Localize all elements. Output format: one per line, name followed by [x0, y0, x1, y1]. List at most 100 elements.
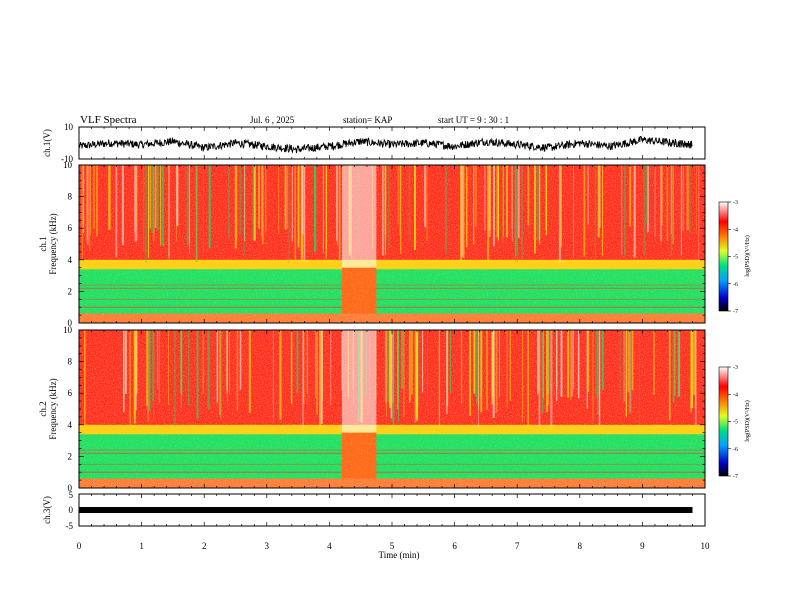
spectrum-streak	[162, 165, 164, 246]
spectrum-yellow-speckle	[79, 330, 705, 428]
spectrum-streak	[424, 165, 426, 228]
spectrum-streak	[672, 165, 674, 244]
spectrum-streak	[586, 330, 588, 409]
spectrum-streak	[528, 165, 530, 235]
spectrum-streak	[466, 165, 468, 248]
spectrum-streak	[502, 165, 505, 242]
spectrum-streak	[560, 330, 563, 397]
spectrum-streak	[690, 330, 692, 413]
spectrum-streak	[336, 165, 338, 241]
spectrum-streak	[136, 165, 138, 242]
spectrum-streak	[545, 165, 547, 231]
spectrum-streak	[527, 165, 530, 226]
spectrum-streak	[602, 165, 603, 256]
frequency-tick-label: 10	[63, 325, 73, 335]
spectrum-streak	[682, 165, 684, 232]
spectrum-streak	[506, 165, 508, 238]
spectrum-streak	[548, 330, 550, 395]
spectrum-streak	[219, 330, 221, 416]
ch2-colorbar-ticks: -3 -4 -5 -6 -7	[728, 365, 738, 480]
spectrum-streak	[315, 330, 316, 398]
spectrum-streak	[587, 165, 589, 224]
spectrum-streak	[511, 165, 513, 229]
spectrum-streak	[567, 330, 570, 398]
spectrum-streak	[341, 330, 343, 391]
spectrum-streak	[445, 165, 447, 254]
spectrum-gap-upper	[341, 330, 377, 433]
spectrum-streak	[239, 330, 242, 390]
spectrum-streak	[288, 165, 290, 263]
spectrum-streak	[291, 165, 293, 242]
spectrum-streak	[180, 330, 182, 408]
spectrum-streak	[672, 330, 675, 403]
spectrum-streak	[180, 330, 183, 394]
spectrum-streak	[661, 165, 663, 226]
spectrum-streak	[427, 330, 428, 411]
spectrum-streak	[556, 330, 558, 402]
spectrum-streak	[189, 165, 190, 254]
spectrum-low-speckle	[79, 434, 705, 479]
spectrum-streak	[153, 165, 155, 242]
spectrum-streak	[147, 330, 150, 422]
spectrum-streak	[239, 165, 242, 235]
spectrum-streak	[619, 330, 621, 400]
ch1-colorbar-ticks: -3 -4 -5 -6 -7	[728, 200, 738, 315]
ch1-frequency-tick-labels: 0 2 4 6 8 10	[63, 160, 73, 328]
spectrum-streak	[521, 165, 523, 259]
spectrum-streak	[156, 165, 158, 231]
frequency-tick-label: 0	[68, 318, 73, 328]
ch2-channel-label: ch.2	[38, 401, 48, 416]
spectrum-streak	[560, 165, 562, 247]
spectrum-streak	[322, 330, 323, 401]
spectrum-streak	[236, 165, 238, 240]
spectrum-streak	[674, 330, 676, 396]
frequency-tick-label: 10	[63, 160, 73, 170]
spectrum-streak	[547, 330, 549, 406]
station-label: station= KAP	[343, 115, 392, 125]
spectrum-streak	[399, 165, 401, 235]
frequency-tick-label: 2	[68, 286, 73, 296]
spectrum-streak	[174, 330, 176, 427]
spectrum-streak	[493, 165, 495, 247]
spectrum-streak	[677, 330, 680, 398]
spectrum-streak	[654, 165, 656, 237]
spectrum-streak	[623, 330, 625, 403]
spectrum-streak	[517, 165, 518, 263]
spectrum-streak	[234, 165, 237, 249]
time-tick-label: 8	[578, 541, 583, 551]
spectrum-streak	[630, 330, 632, 412]
spectrum-streak	[546, 330, 548, 413]
spectrum-streak	[202, 330, 204, 395]
spectrum-streak	[587, 330, 590, 393]
spectrum-streak	[236, 330, 239, 411]
spectrum-streak	[573, 330, 574, 389]
spectrum-streak	[123, 330, 125, 413]
spectrum-streak	[535, 165, 537, 231]
spectrum-streak	[330, 330, 332, 405]
spectrum-streak	[694, 330, 697, 409]
spectrum-streak	[320, 330, 323, 424]
spectrum-streak	[80, 165, 82, 227]
spectrum-streak	[278, 165, 280, 234]
spectrum-streak	[496, 165, 499, 237]
time-tick-label: 9	[640, 541, 645, 551]
spectrum-streak	[84, 330, 86, 425]
spectrum-streak	[473, 165, 475, 245]
spectrum-streak	[135, 330, 137, 411]
ch3-waveform-panel: 5 0 -5 ch.3(V)	[42, 490, 706, 531]
spectrum-streak	[671, 165, 673, 250]
spectrum-streak	[188, 330, 190, 406]
spectrum-streak	[680, 165, 682, 256]
spectrum-streak	[422, 330, 424, 393]
spectrum-streak	[495, 330, 498, 413]
spectrum-yellow-speckle	[79, 165, 705, 263]
spectrum-streak	[625, 330, 627, 418]
spectrum-streak	[143, 165, 145, 252]
time-tick-label: 4	[327, 541, 332, 551]
spectrum-streak	[690, 330, 693, 409]
spectrum-streak	[408, 330, 411, 403]
spectrum-streak	[115, 165, 118, 258]
spectrum-streak	[468, 330, 470, 408]
spectrum-streak	[475, 165, 477, 228]
